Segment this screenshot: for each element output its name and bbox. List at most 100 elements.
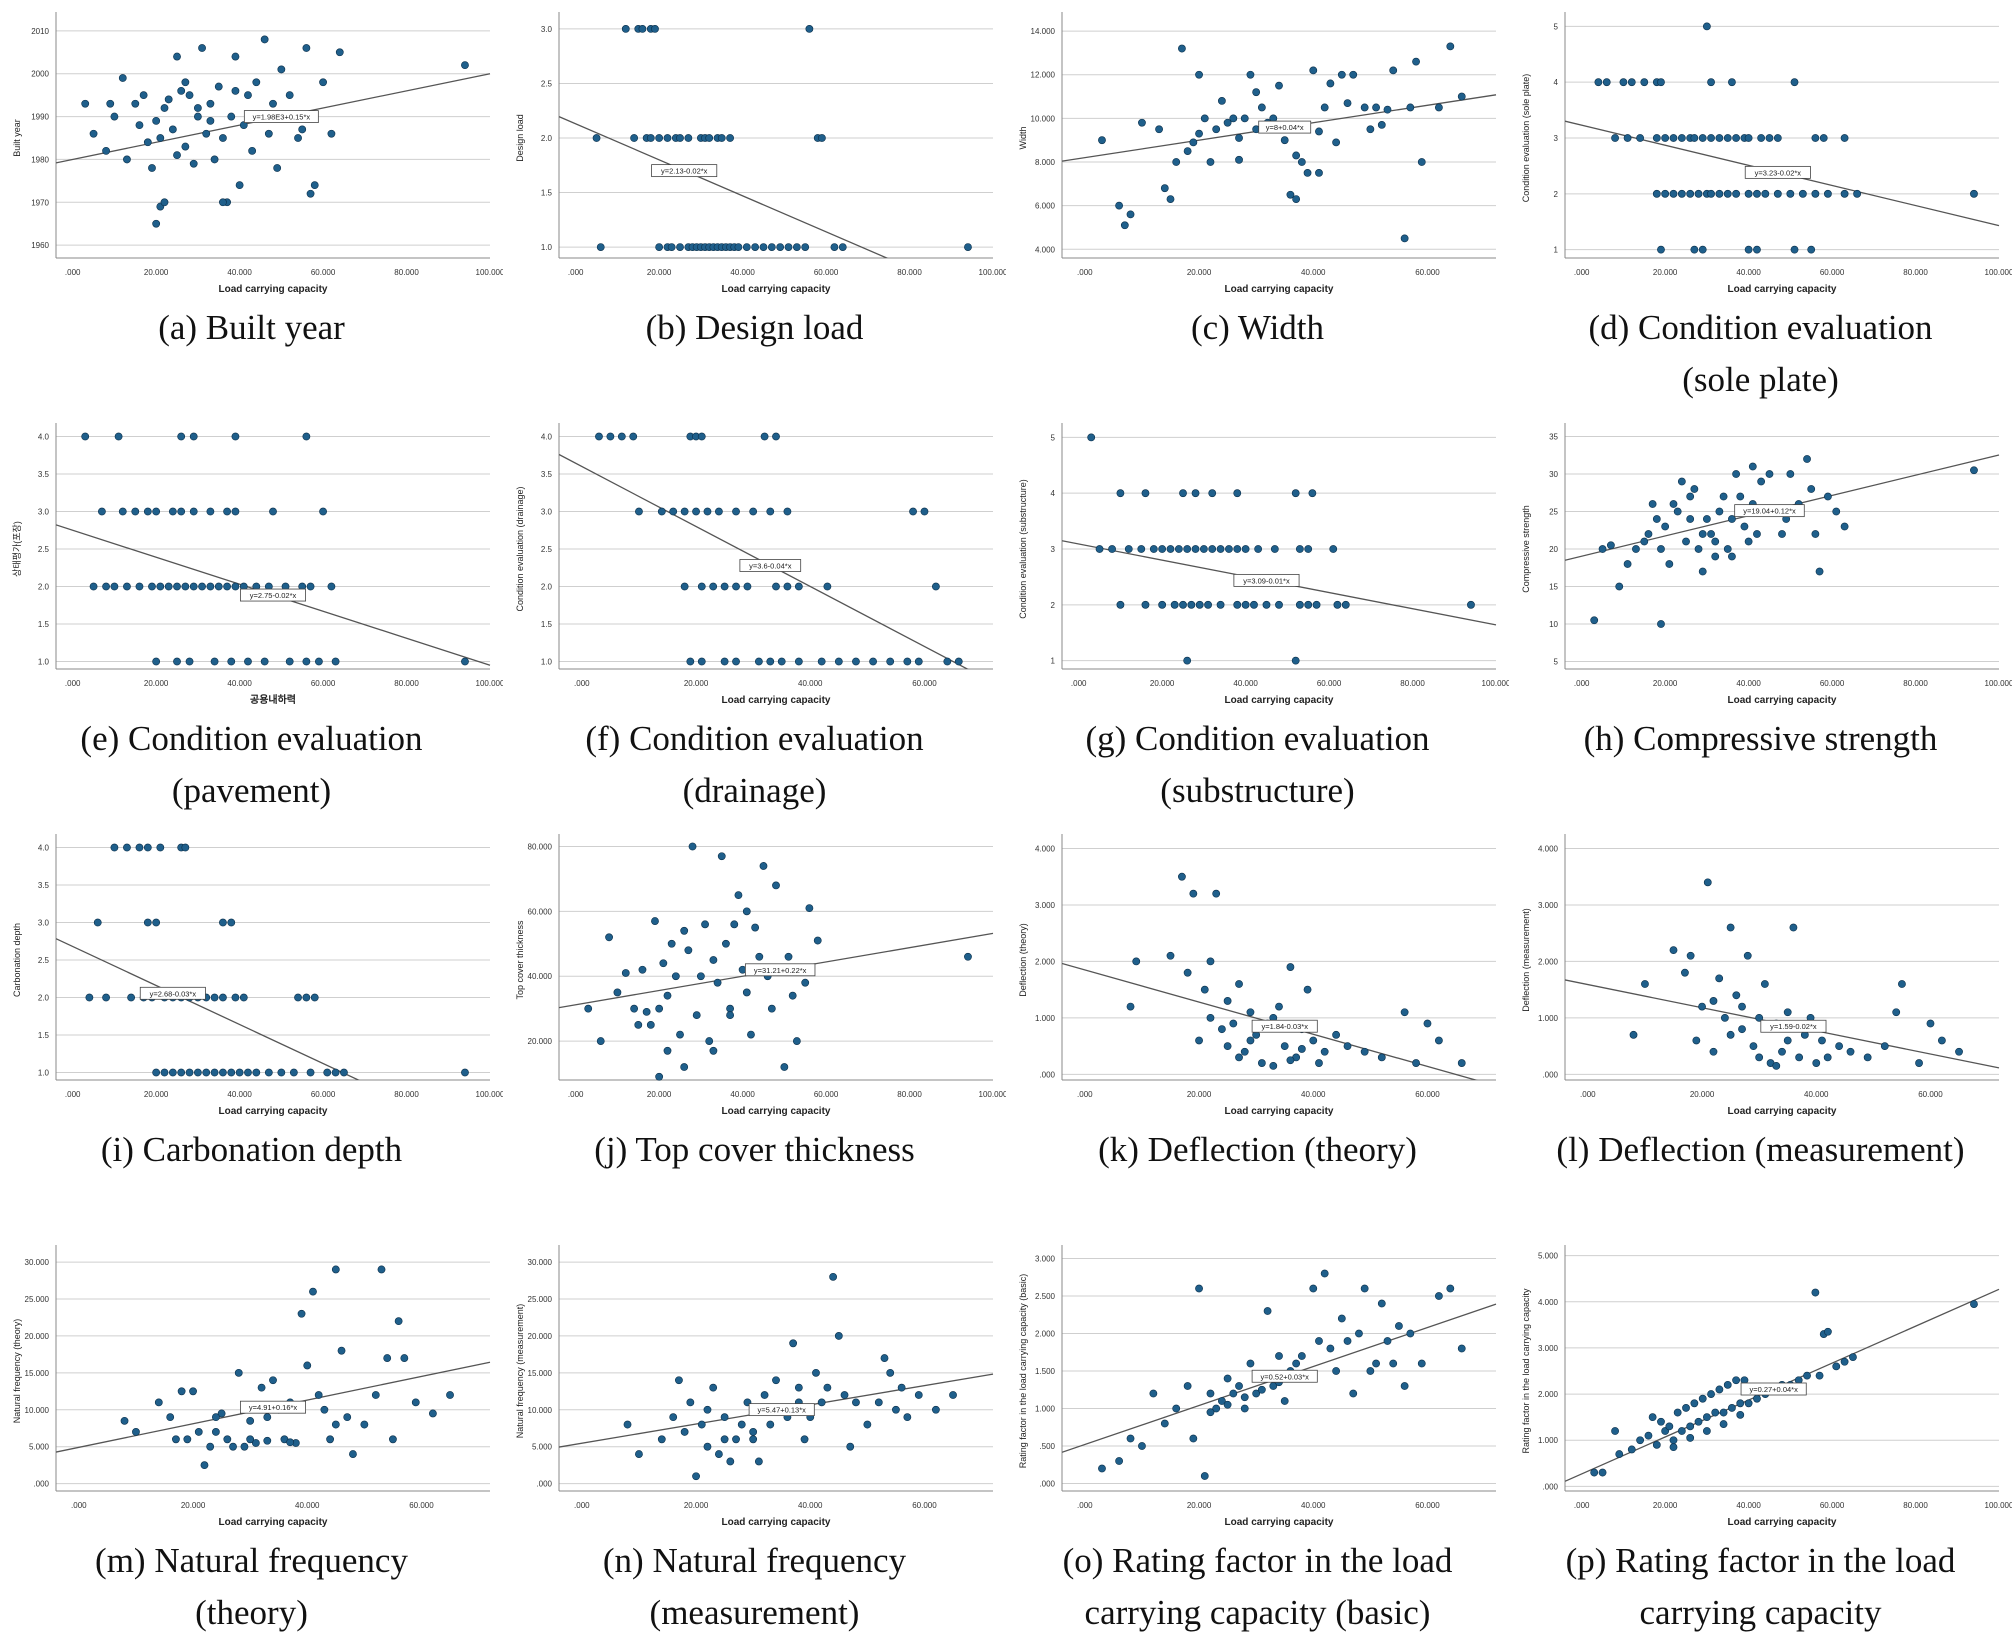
data-point: [714, 1450, 723, 1458]
data-point: [223, 507, 231, 516]
data-point: [1640, 537, 1649, 546]
data-point: [152, 918, 161, 927]
y-axis-label: Compressive strength: [1521, 505, 1531, 593]
data-point: [1087, 433, 1096, 442]
data-point: [914, 1391, 923, 1399]
data-point: [1337, 1314, 1346, 1323]
data-point: [1598, 1468, 1607, 1477]
data-point: [754, 657, 763, 666]
data-point: [1254, 545, 1263, 553]
data-point: [285, 91, 294, 100]
data-point: [1183, 545, 1192, 553]
data-point: [684, 134, 693, 142]
data-point: [1835, 1042, 1844, 1051]
data-point: [1753, 530, 1761, 538]
data-point: [1807, 485, 1816, 493]
data-point: [1783, 1036, 1792, 1045]
data-point: [234, 1368, 243, 1377]
data-point: [1174, 545, 1183, 553]
data-point: [1235, 134, 1243, 142]
data-point: [1126, 1434, 1135, 1443]
data-point: [273, 164, 282, 172]
data-point: [152, 1068, 161, 1077]
data-point: [697, 1420, 706, 1429]
data-point: [1652, 515, 1661, 523]
data-point: [193, 104, 202, 112]
data-point: [306, 1068, 315, 1077]
x-tick-label: 60.000: [1820, 1501, 1845, 1510]
data-point: [294, 993, 302, 1002]
data-point: [909, 507, 917, 516]
data-point: [621, 25, 630, 33]
data-point: [1661, 134, 1670, 142]
data-point: [1223, 1374, 1232, 1383]
y-tick-label: 1.5: [38, 1031, 50, 1040]
data-point: [783, 582, 792, 591]
data-point: [1761, 189, 1770, 198]
data-point: [1648, 1413, 1657, 1422]
data-point: [1183, 968, 1192, 977]
equation-box: [1760, 1019, 1827, 1033]
data-point: [1818, 1036, 1826, 1045]
x-tick-label: .000: [568, 1090, 584, 1099]
data-point: [931, 1405, 940, 1414]
data-point: [1263, 1307, 1272, 1315]
y-tick-label: 25.000: [528, 1295, 553, 1304]
data-point: [680, 1428, 689, 1436]
scatter-plot-a: 1960 1970 1980 1990 2000 2010 .000 20.000 40.000…: [12, 12, 503, 295]
data-point: [269, 507, 277, 516]
y-tick-label: 1: [1554, 246, 1559, 255]
data-point: [1790, 245, 1799, 254]
data-point: [772, 881, 780, 890]
data-point: [1280, 1042, 1289, 1051]
chart-caption: (a) Built year: [0, 302, 503, 354]
data-point: [1120, 221, 1129, 230]
data-point: [210, 155, 219, 164]
data-point: [1286, 190, 1295, 199]
data-point: [760, 432, 769, 441]
data-point: [675, 1376, 683, 1385]
x-tick-label: 80.000: [1400, 679, 1425, 688]
data-point: [1803, 455, 1811, 463]
data-point: [1377, 1299, 1386, 1308]
data-point: [1673, 507, 1682, 516]
data-point: [156, 843, 165, 852]
data-point: [231, 432, 240, 441]
data-point: [181, 843, 190, 852]
data-point: [813, 936, 822, 945]
data-point: [1719, 1420, 1728, 1428]
data-point: [173, 52, 181, 61]
x-tick-label: 40.000: [730, 268, 755, 277]
y-axis-label: Deflection (measurement): [1521, 908, 1531, 1012]
y-tick-label: 25.000: [25, 1295, 50, 1304]
data-point: [1627, 1445, 1636, 1454]
data-point: [1326, 1344, 1335, 1353]
data-point: [777, 657, 786, 666]
data-point: [1657, 545, 1665, 553]
data-point: [737, 1420, 746, 1429]
x-tick-label: 40.000: [1301, 1501, 1326, 1510]
data-point: [239, 121, 248, 130]
y-tick-label: 1990: [31, 113, 49, 122]
data-point: [680, 1063, 689, 1071]
scatter-plot-g: 1 2 3 4 5 .000 20.000 40.000 60.000 80.000 100.000…: [1018, 423, 1509, 706]
y-tick-label: 20.000: [528, 1037, 553, 1046]
data-point: [1590, 1468, 1599, 1477]
data-point: [289, 1068, 298, 1077]
data-point: [1812, 1059, 1821, 1067]
x-axis-label: Load carrying capacity: [1225, 1517, 1334, 1528]
data-point: [709, 1046, 718, 1055]
data-point: [1880, 1042, 1889, 1051]
data-point: [834, 1332, 843, 1340]
x-tick-label: 20.000: [181, 1501, 206, 1510]
data-point: [1320, 1269, 1329, 1278]
x-tick-label: .000: [71, 1501, 87, 1510]
x-tick-label: 80.000: [1903, 679, 1928, 688]
data-point: [206, 99, 215, 108]
data-point: [714, 507, 723, 516]
data-point: [680, 926, 689, 935]
data-point: [1183, 656, 1192, 665]
data-point: [920, 507, 929, 516]
data-point: [181, 582, 190, 591]
regression-equation: y=2.13-0.02*x: [661, 167, 708, 176]
